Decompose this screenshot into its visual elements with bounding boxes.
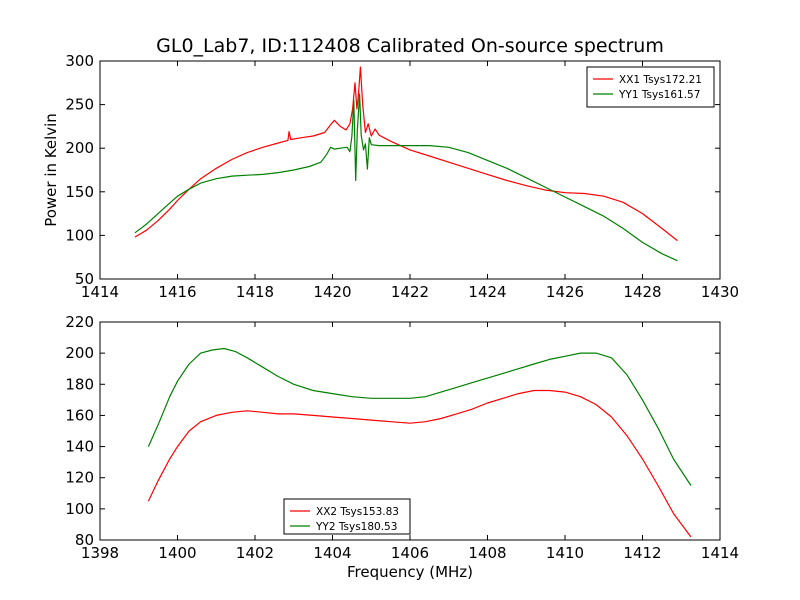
x-tick-label: 1404 [313,544,351,562]
top-chart: 1414 1416 1418 1420 1422 1424 1426 1428 1430 50 10… [42,52,739,301]
legend-label: XX1 Tsys172.21 [619,74,702,86]
legend-label: XX2 Tsys153.83 [316,506,399,518]
y-tick-label: 220 [65,313,94,331]
y-tick-label: 200 [65,139,94,157]
y-tick-label: 300 [65,52,94,70]
x-tick-label: 1422 [391,283,429,301]
y-tick-label: 50 [75,270,94,288]
series-line-0-0 [134,66,678,242]
y-tick-label: 80 [75,531,94,549]
y-tick-label: 180 [65,375,94,393]
x-tick-label: 1424 [468,283,506,301]
y-tick-label: 200 [65,344,94,362]
legend-box [586,66,715,108]
x-tick-label: 1412 [623,544,661,562]
x-tick-label: 1408 [468,544,506,562]
x-tick-label: 1428 [623,283,661,301]
x-tick-label: 1400 [158,544,196,562]
x-axis-label: Frequency (MHz) [347,563,473,581]
legend-label: YY2 Tsys180.53 [315,521,397,533]
x-tick-label: 1398 [81,544,119,562]
x-tick-label: 1420 [313,283,351,301]
y-tick-label: 100 [65,500,94,518]
legend-box [283,498,411,535]
x-tick-label: 1418 [236,283,274,301]
x-tick-label: 1430 [701,283,739,301]
legend: XX1 Tsys172.21 YY1 Tsys161.57 [586,66,715,108]
x-tick-label: 1414 [701,544,739,562]
x-tick-label: 1406 [391,544,429,562]
figure-title: GL0_Lab7, ID:112408 Calibrated On-source… [156,35,664,57]
legend: XX2 Tsys153.83 YY2 Tsys180.53 [283,498,411,535]
x-tick-label: 1410 [546,544,584,562]
y-tick-label: 250 [65,96,94,114]
x-tick-label: 1416 [158,283,196,301]
legend-label: YY1 Tsys161.57 [618,89,700,101]
x-tick-label: 1414 [81,283,119,301]
y-tick-label: 140 [65,438,94,456]
x-tick-label: 1402 [236,544,274,562]
y-tick-label: 100 [65,226,94,244]
y-tick-label: 150 [65,183,94,201]
x-tick-label: 1426 [546,283,584,301]
y-axis-label: Power in Kelvin [42,113,60,227]
series-line-0-1 [134,93,678,262]
series-line-1-1 [147,347,692,486]
bottom-chart: 1398 1400 1402 1404 1406 1408 1410 1412 1414 80 10… [65,313,739,581]
y-tick-label: 160 [65,406,94,424]
series-line-1-0 [147,389,692,538]
y-tick-label: 120 [65,469,94,487]
